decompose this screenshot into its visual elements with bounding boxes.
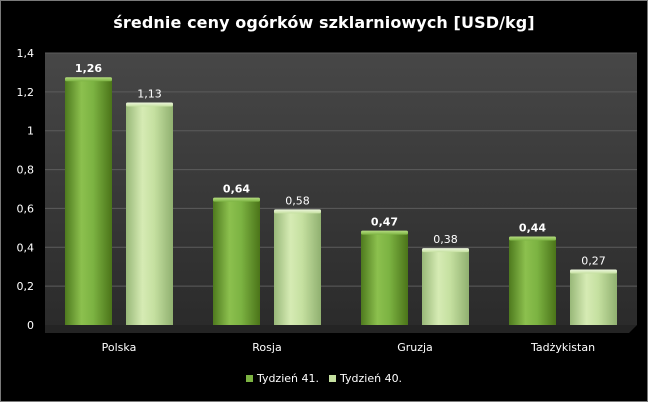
legend-swatch-series-1 (245, 375, 253, 382)
data-label: 0,64 (223, 183, 250, 196)
bars (65, 77, 617, 325)
bar-cap (65, 77, 112, 82)
x-tick-label: Polska (102, 341, 137, 354)
bar-series-2 (570, 272, 617, 325)
bar-series-2 (274, 212, 321, 325)
data-label: 0,47 (371, 216, 398, 229)
y-tick-label: 0,2 (17, 280, 35, 293)
chart-title: średnie ceny ogórków szklarniowych [USD/… (113, 13, 535, 32)
bar-series-1 (65, 80, 112, 325)
y-tick-label: 0,8 (17, 164, 35, 177)
y-tick-label: 0 (27, 319, 34, 332)
data-label: 0,58 (285, 194, 310, 207)
bar-cap (509, 236, 556, 241)
legend-item-series-1: Tydzień 41. (245, 372, 319, 385)
legend-swatch-series-2 (329, 375, 336, 382)
bar-series-2 (126, 105, 173, 325)
data-label: 1,26 (75, 62, 102, 75)
plot-floor (45, 325, 637, 333)
y-tick-label: 1 (27, 125, 34, 138)
bar-series-1 (213, 200, 260, 325)
bar-cap (422, 248, 469, 253)
x-tick-label: Tadżykistan (530, 341, 595, 354)
data-label: 0,38 (433, 233, 458, 246)
bar-cap (274, 209, 321, 214)
bar-cap (213, 197, 260, 202)
x-axis-ticks: Polska Rosja Gruzja Tadżykistan (102, 341, 595, 354)
bar-series-1 (509, 239, 556, 325)
bar-cap (570, 269, 617, 274)
data-label: 0,27 (581, 255, 606, 268)
y-tick-label: 0,4 (17, 241, 35, 254)
bar-cap (126, 102, 173, 107)
y-axis-ticks: 0 0,2 0,4 0,6 0,8 1 1,2 1,4 (17, 47, 35, 332)
legend-label-series-2: Tydzień 40. (340, 372, 403, 385)
data-labels: 1,26 1,13 0,64 0,58 0,47 0,38 0,44 0,27 (75, 62, 606, 267)
y-tick-label: 0,6 (17, 202, 35, 215)
x-tick-label: Gruzja (397, 341, 433, 354)
bar-cap (361, 230, 408, 235)
y-tick-label: 1,2 (17, 86, 35, 99)
legend-label-series-1: Tydzień 41. (256, 372, 319, 385)
y-tick-label: 1,4 (17, 47, 35, 60)
legend: Tydzień 41. Tydzień 40. (1, 372, 647, 385)
data-label: 1,13 (137, 87, 162, 100)
x-tick-label: Rosja (252, 341, 281, 354)
data-label: 0,44 (519, 222, 546, 235)
bar-series-1 (361, 233, 408, 325)
bar-series-2 (422, 251, 469, 325)
legend-item-series-2: Tydzień 40. (329, 372, 402, 385)
